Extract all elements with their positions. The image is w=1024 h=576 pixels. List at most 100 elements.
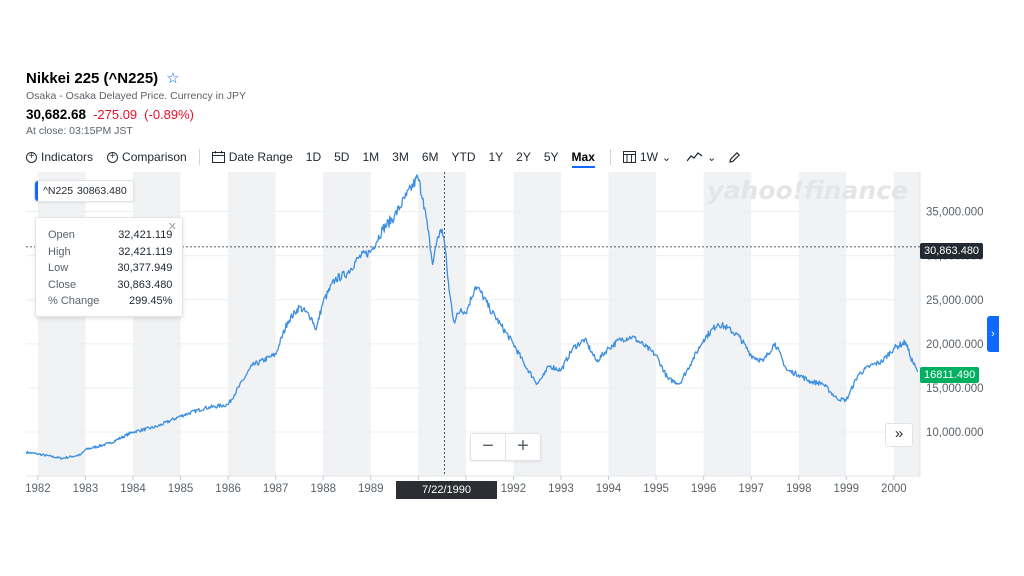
plus-circle-icon: + — [107, 151, 119, 163]
chart-toolbar: + Indicators + Comparison Date Range 1D … — [26, 148, 741, 168]
chevron-down-icon: ⌄ — [661, 151, 672, 164]
tooltip-value: 30,863.480 — [117, 278, 173, 291]
year-band — [513, 172, 561, 476]
tooltip-label: % Change — [48, 295, 100, 308]
x-tick-label: 1992 — [501, 483, 527, 495]
crosshair-date-label: 7/22/1990 — [396, 481, 497, 499]
x-tick-label: 1994 — [596, 483, 622, 495]
range-ytd[interactable]: YTD — [451, 150, 476, 164]
year-band — [798, 172, 847, 476]
x-axis-ticks: 1982198319841985198619871988198919901991… — [25, 476, 907, 495]
legend-value: 30863.480 — [77, 185, 127, 197]
ohlc-tooltip: ✕ Open 32,421.119 High 32,421.119 Low 30,37… — [35, 217, 183, 317]
range-5y[interactable]: 5Y — [543, 150, 559, 164]
x-tick-label: 1984 — [120, 483, 146, 495]
tooltip-row: High 32,421.119 — [48, 244, 172, 261]
y-tick-label: 10,000.000 — [926, 427, 984, 439]
interval-dropdown[interactable]: 1W ⌄ — [622, 150, 672, 164]
ohlc-table: Open 32,421.119 High 32,421.119 Low 30,377.… — [48, 227, 172, 310]
y-tick-label: 25,000.000 — [926, 295, 984, 307]
quote-header: Nikkei 225 (^N225) ☆ Osaka - Osaka Delay… — [26, 70, 246, 137]
date-range-button[interactable]: Date Range — [211, 150, 293, 164]
series-color-bar — [35, 181, 38, 201]
star-icon[interactable]: ☆ — [166, 70, 180, 87]
side-panel-toggle[interactable]: › — [987, 316, 999, 352]
legend-symbol: ^N225 — [43, 185, 74, 197]
zoom-controls: − + — [470, 433, 541, 461]
tooltip-row: % Change 299.45% — [48, 293, 172, 310]
x-tick-label: 1995 — [643, 483, 669, 495]
tooltip-row: Close 30,863.480 — [48, 277, 172, 294]
year-band — [323, 172, 371, 476]
plus-circle-icon: + — [26, 151, 37, 163]
tooltip-value: 30,377.949 — [117, 262, 173, 275]
range-1y[interactable]: 1Y — [488, 150, 504, 164]
x-tick-label: 1986 — [215, 483, 241, 495]
tooltip-label: Close — [48, 278, 77, 291]
indicators-label: Indicators — [41, 150, 94, 164]
comparison-label: Comparison — [122, 150, 187, 164]
range-5d[interactable]: 5D — [334, 150, 350, 164]
comparison-button[interactable]: + Comparison — [107, 150, 187, 164]
x-tick-label: 1982 — [25, 483, 51, 495]
indicators-button[interactable]: + Indicators — [26, 150, 93, 164]
draw-button[interactable] — [728, 151, 741, 164]
x-tick-label: 1989 — [358, 483, 384, 495]
candle-icon — [622, 151, 636, 163]
y-tick-label: 35,000.000 — [926, 207, 984, 219]
tooltip-label: High — [48, 245, 71, 258]
tooltip-value: 299.45% — [129, 295, 173, 308]
price-change: -275.09 — [93, 107, 138, 122]
interval-label: 1W — [639, 150, 658, 164]
x-tick-label: 1996 — [691, 483, 717, 495]
close-time: At close: 03:15PM JST — [26, 125, 133, 137]
zoom-out-button[interactable]: − — [482, 435, 494, 457]
y-tick-label: 15,000.000 — [926, 383, 984, 395]
y-axis-ticks: 10,000.000 15,000.000 20,000.000 25,000.000… — [926, 207, 984, 439]
year-band — [418, 172, 466, 476]
x-tick-label: 1993 — [548, 483, 574, 495]
zoom-in-button[interactable]: + — [505, 434, 540, 460]
scroll-to-latest-button[interactable]: » — [885, 423, 913, 447]
calendar-icon — [211, 151, 225, 163]
tooltip-row: Low 30,377.949 — [48, 260, 172, 277]
y-tick-label: 20,000.000 — [926, 339, 984, 351]
yahoo-finance-watermark: yahoo!finance — [707, 176, 908, 205]
x-tick-label: 1983 — [73, 483, 99, 495]
x-tick-label: 1997 — [738, 483, 764, 495]
exchange-subtitle: Osaka - Osaka Delayed Price. Currency in… — [26, 90, 246, 102]
x-tick-label: 1988 — [310, 483, 336, 495]
x-tick-label: 1985 — [168, 483, 194, 495]
line-chart-icon — [687, 152, 703, 162]
year-band — [608, 172, 657, 476]
tooltip-row: Open 32,421.119 — [48, 227, 172, 244]
price-change-percent: (-0.89%) — [144, 107, 195, 122]
x-tick-label: 1998 — [786, 483, 812, 495]
series-line-n225 — [25, 174, 919, 460]
pencil-icon — [729, 151, 741, 163]
crosshair-price-label: 30,863.480 — [920, 243, 984, 259]
tooltip-label: Low — [48, 262, 69, 275]
chart-type-dropdown[interactable]: ⌄ — [687, 151, 716, 164]
x-tick-label: 1999 — [833, 483, 859, 495]
tooltip-value: 32,421.119 — [118, 245, 173, 258]
year-band — [703, 172, 752, 476]
last-price-label: 16811.490 — [920, 367, 980, 383]
year-band — [228, 172, 276, 476]
series-legend-chip[interactable]: ^N225 30863.480 — [34, 180, 134, 202]
range-1m[interactable]: 1M — [362, 150, 380, 164]
range-1d[interactable]: 1D — [305, 150, 322, 164]
toolbar-divider — [198, 149, 200, 165]
x-tick-label: 2000 — [881, 483, 907, 495]
x-tick-label: 1987 — [263, 483, 289, 495]
year-bands — [37, 172, 920, 476]
range-max[interactable]: Max — [571, 150, 595, 168]
range-2y[interactable]: 2Y — [516, 150, 531, 164]
tooltip-label: Open — [48, 229, 75, 242]
range-6m[interactable]: 6M — [421, 150, 439, 164]
range-3m[interactable]: 3M — [392, 150, 409, 164]
close-icon[interactable]: ✕ — [167, 221, 177, 233]
date-range-label: Date Range — [228, 150, 293, 164]
chevron-down-icon: ⌄ — [707, 151, 717, 164]
